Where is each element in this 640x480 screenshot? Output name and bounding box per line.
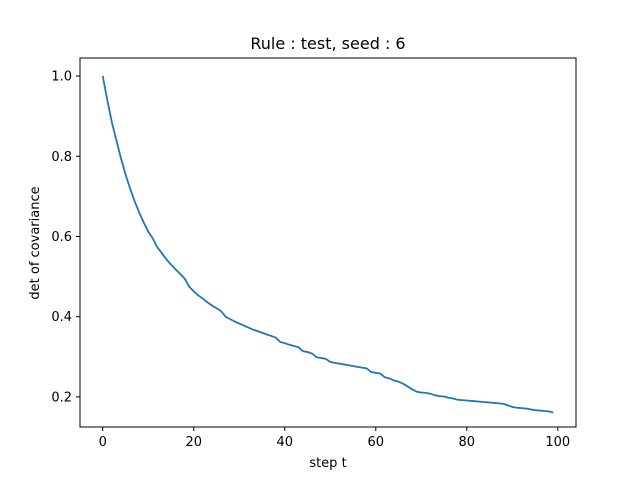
y-tick-label: 0.8 xyxy=(51,150,72,165)
y-tick-label: 0.4 xyxy=(51,310,72,325)
y-tick-label: 0.2 xyxy=(51,390,72,405)
x-tick-label: 100 xyxy=(545,435,570,450)
y-tick-label: 0.6 xyxy=(51,230,72,245)
x-tick-label: 80 xyxy=(459,435,476,450)
y-axis-label: det of covariance xyxy=(28,186,43,299)
x-tick-label: 40 xyxy=(276,435,293,450)
x-tick-label: 20 xyxy=(185,435,202,450)
series-line-0 xyxy=(101,75,554,414)
x-axis-label: step t xyxy=(309,456,346,471)
x-tick-label: 60 xyxy=(368,435,385,450)
plot-area xyxy=(101,75,554,414)
chart-title: Rule : test, seed : 6 xyxy=(250,34,405,53)
plot-frame xyxy=(79,57,577,428)
y-tick-label: 1.0 xyxy=(51,70,72,85)
y-axis: 0.2 0.4 0.6 0.8 1.0 xyxy=(51,70,80,405)
x-axis: 0 20 40 60 80 100 xyxy=(99,427,570,450)
x-tick-label: 0 xyxy=(99,435,107,450)
